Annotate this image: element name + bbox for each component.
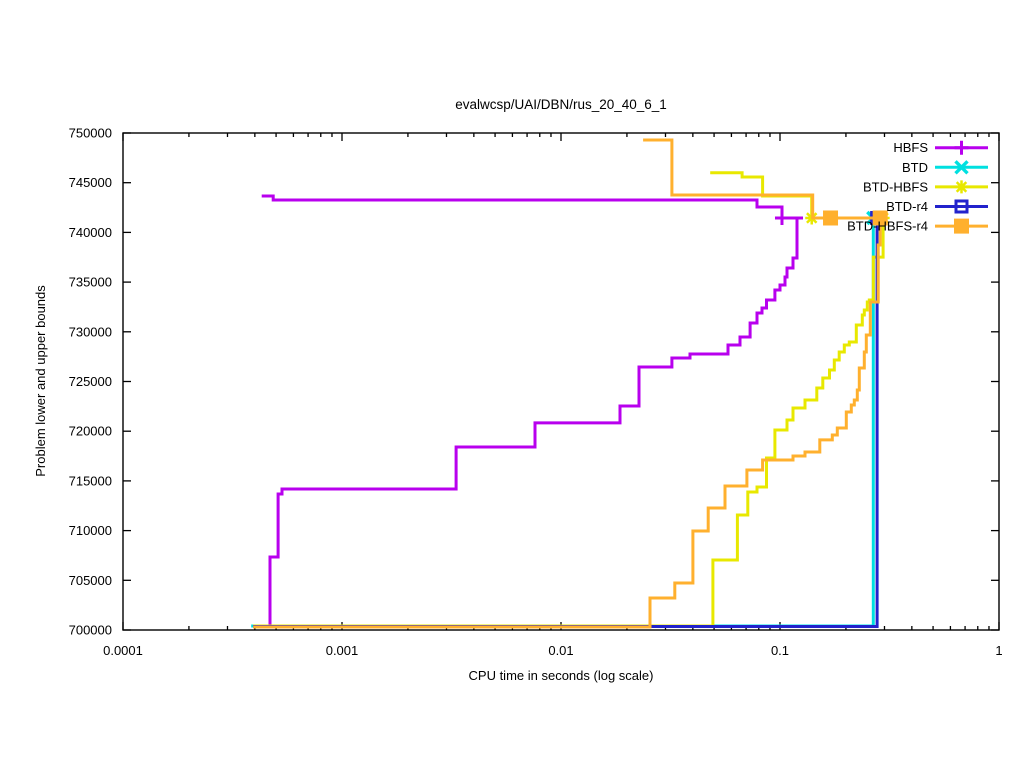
y-tick-label: 745000: [69, 175, 112, 190]
y-tick-label: 720000: [69, 424, 112, 439]
legend-sample-marker-HBFS-glyph: [954, 140, 969, 155]
legend-sample-marker-BTD: [954, 160, 969, 175]
legend-label-HBFS: HBFS: [893, 140, 928, 155]
chart-title: evalwcsp/UAI/DBN/rus_20_40_6_1: [455, 97, 667, 112]
series-BTD-HBFS-lower_bound-line: [253, 218, 885, 628]
legend-sample-marker-BTD-glyph: [954, 160, 969, 175]
series-HBFS-marker: [774, 210, 789, 225]
legend-label-BTD: BTD: [902, 160, 928, 175]
y-tick-label: 735000: [69, 275, 112, 290]
x-tick-label: 1: [995, 643, 1002, 658]
y-tick-label: 700000: [69, 623, 112, 638]
y-tick-label: 740000: [69, 225, 112, 240]
y-tick-label: 715000: [69, 473, 112, 488]
x-tick-label: 0.0001: [103, 643, 143, 658]
x-tick-label: 0.01: [548, 643, 573, 658]
legend-label-BTD-r4: BTD-r4: [886, 199, 928, 214]
y-tick-label: 710000: [69, 523, 112, 538]
series-HBFS-marker-glyph: [774, 210, 789, 225]
series-BTD: [251, 210, 881, 628]
y-tick-label: 725000: [69, 374, 112, 389]
legend-entry-HBFS: HBFS: [893, 140, 988, 155]
y-axis-label: Problem lower and upper bounds: [33, 285, 48, 477]
series-BTD-HBFS-r4-marker: [823, 210, 839, 226]
series-BTD-HBFS-r4-marker: [872, 210, 888, 226]
legend-sample-marker-BTD-HBFS: [955, 180, 968, 194]
legend: HBFS BTD BTD-HBFS BTD-r4 BTD-HBFS-r4: [847, 140, 988, 234]
legend-entry-BTD-r4: BTD-r4: [886, 199, 988, 214]
legend-entry-BTD-HBFS: BTD-HBFS: [863, 179, 988, 194]
legend-sample-marker-BTD-HBFS-r4: [954, 218, 969, 234]
y-tick-label: 705000: [69, 573, 112, 588]
legend-sample-marker-BTD-HBFS-glyph: [955, 180, 968, 194]
legend-entry-BTD-HBFS-r4: BTD-HBFS-r4: [847, 218, 988, 234]
x-tick-label: 0.001: [326, 643, 359, 658]
axis-ticks: [122, 132, 1000, 631]
legend-sample-marker-BTD-r4: [954, 199, 969, 214]
legend-label-BTD-HBFS: BTD-HBFS: [863, 179, 928, 194]
series-BTD-HBFS: [253, 171, 890, 628]
legend-sample-marker-BTD-HBFS-r4-glyph: [954, 218, 969, 234]
x-axis-label: CPU time in seconds (log scale): [469, 668, 654, 683]
series-HBFS-upper_bound-line: [261, 194, 803, 220]
series-BTD-HBFS-r4-marker-glyph: [823, 210, 839, 226]
legend-sample-marker-HBFS: [954, 140, 969, 155]
y-tick-label: 730000: [69, 324, 112, 339]
x-tick-label: 0.1: [771, 643, 789, 658]
y-tick-label: 750000: [69, 126, 112, 141]
series-HBFS: [261, 194, 803, 627]
legend-sample-marker-BTD-r4-glyph: [954, 199, 969, 214]
plot-border: [122, 132, 1000, 631]
legend-entry-BTD: BTD: [902, 160, 988, 175]
legend-label-BTD-HBFS-r4: BTD-HBFS-r4: [847, 219, 928, 234]
series-HBFS-lower_bound-line: [268, 216, 803, 627]
series-BTD-HBFS-r4-lower_bound-line: [253, 218, 882, 629]
series-BTD-HBFS-r4: [253, 138, 888, 629]
series-BTD-HBFS-r4-marker-glyph: [872, 210, 888, 226]
